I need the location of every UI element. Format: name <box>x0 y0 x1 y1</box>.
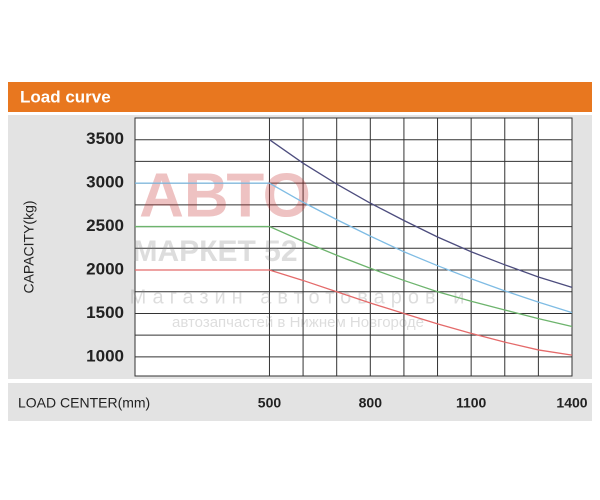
y-tick-label: 2500 <box>86 216 124 235</box>
y-axis-label: CAPACITY(kg) <box>21 200 37 293</box>
watermark-text: АВТО <box>139 161 311 230</box>
x-axis-label: LOAD CENTER(mm) <box>18 395 150 411</box>
x-tick-label: 1100 <box>456 395 487 411</box>
title-bar <box>8 82 592 112</box>
watermark-text: Магазин автотоваров и <box>130 286 471 308</box>
watermark-text: МАРКЕТ 52 <box>132 235 297 268</box>
series-line <box>135 269 573 356</box>
watermark: АВТО МАРКЕТ 52 Магазин автотоваров и авт… <box>130 161 471 331</box>
series-line <box>135 182 573 314</box>
series-line <box>269 139 573 289</box>
x-tick-label: 800 <box>359 395 383 411</box>
series-line <box>135 225 573 328</box>
x-tick-label: 1400 <box>556 395 587 411</box>
chart-title: Load curve <box>20 87 111 106</box>
watermark-text: автозапчастей в Нижнем Новгороде <box>172 314 424 331</box>
y-tick-label: 1000 <box>86 346 124 365</box>
y-tick-label: 3500 <box>86 129 124 148</box>
x-tick-label: 500 <box>258 395 282 411</box>
x-panel <box>8 383 592 421</box>
y-tick-label: 1500 <box>86 303 124 322</box>
y-tick-label: 3000 <box>86 173 124 192</box>
y-tick-label: 2000 <box>86 260 124 279</box>
